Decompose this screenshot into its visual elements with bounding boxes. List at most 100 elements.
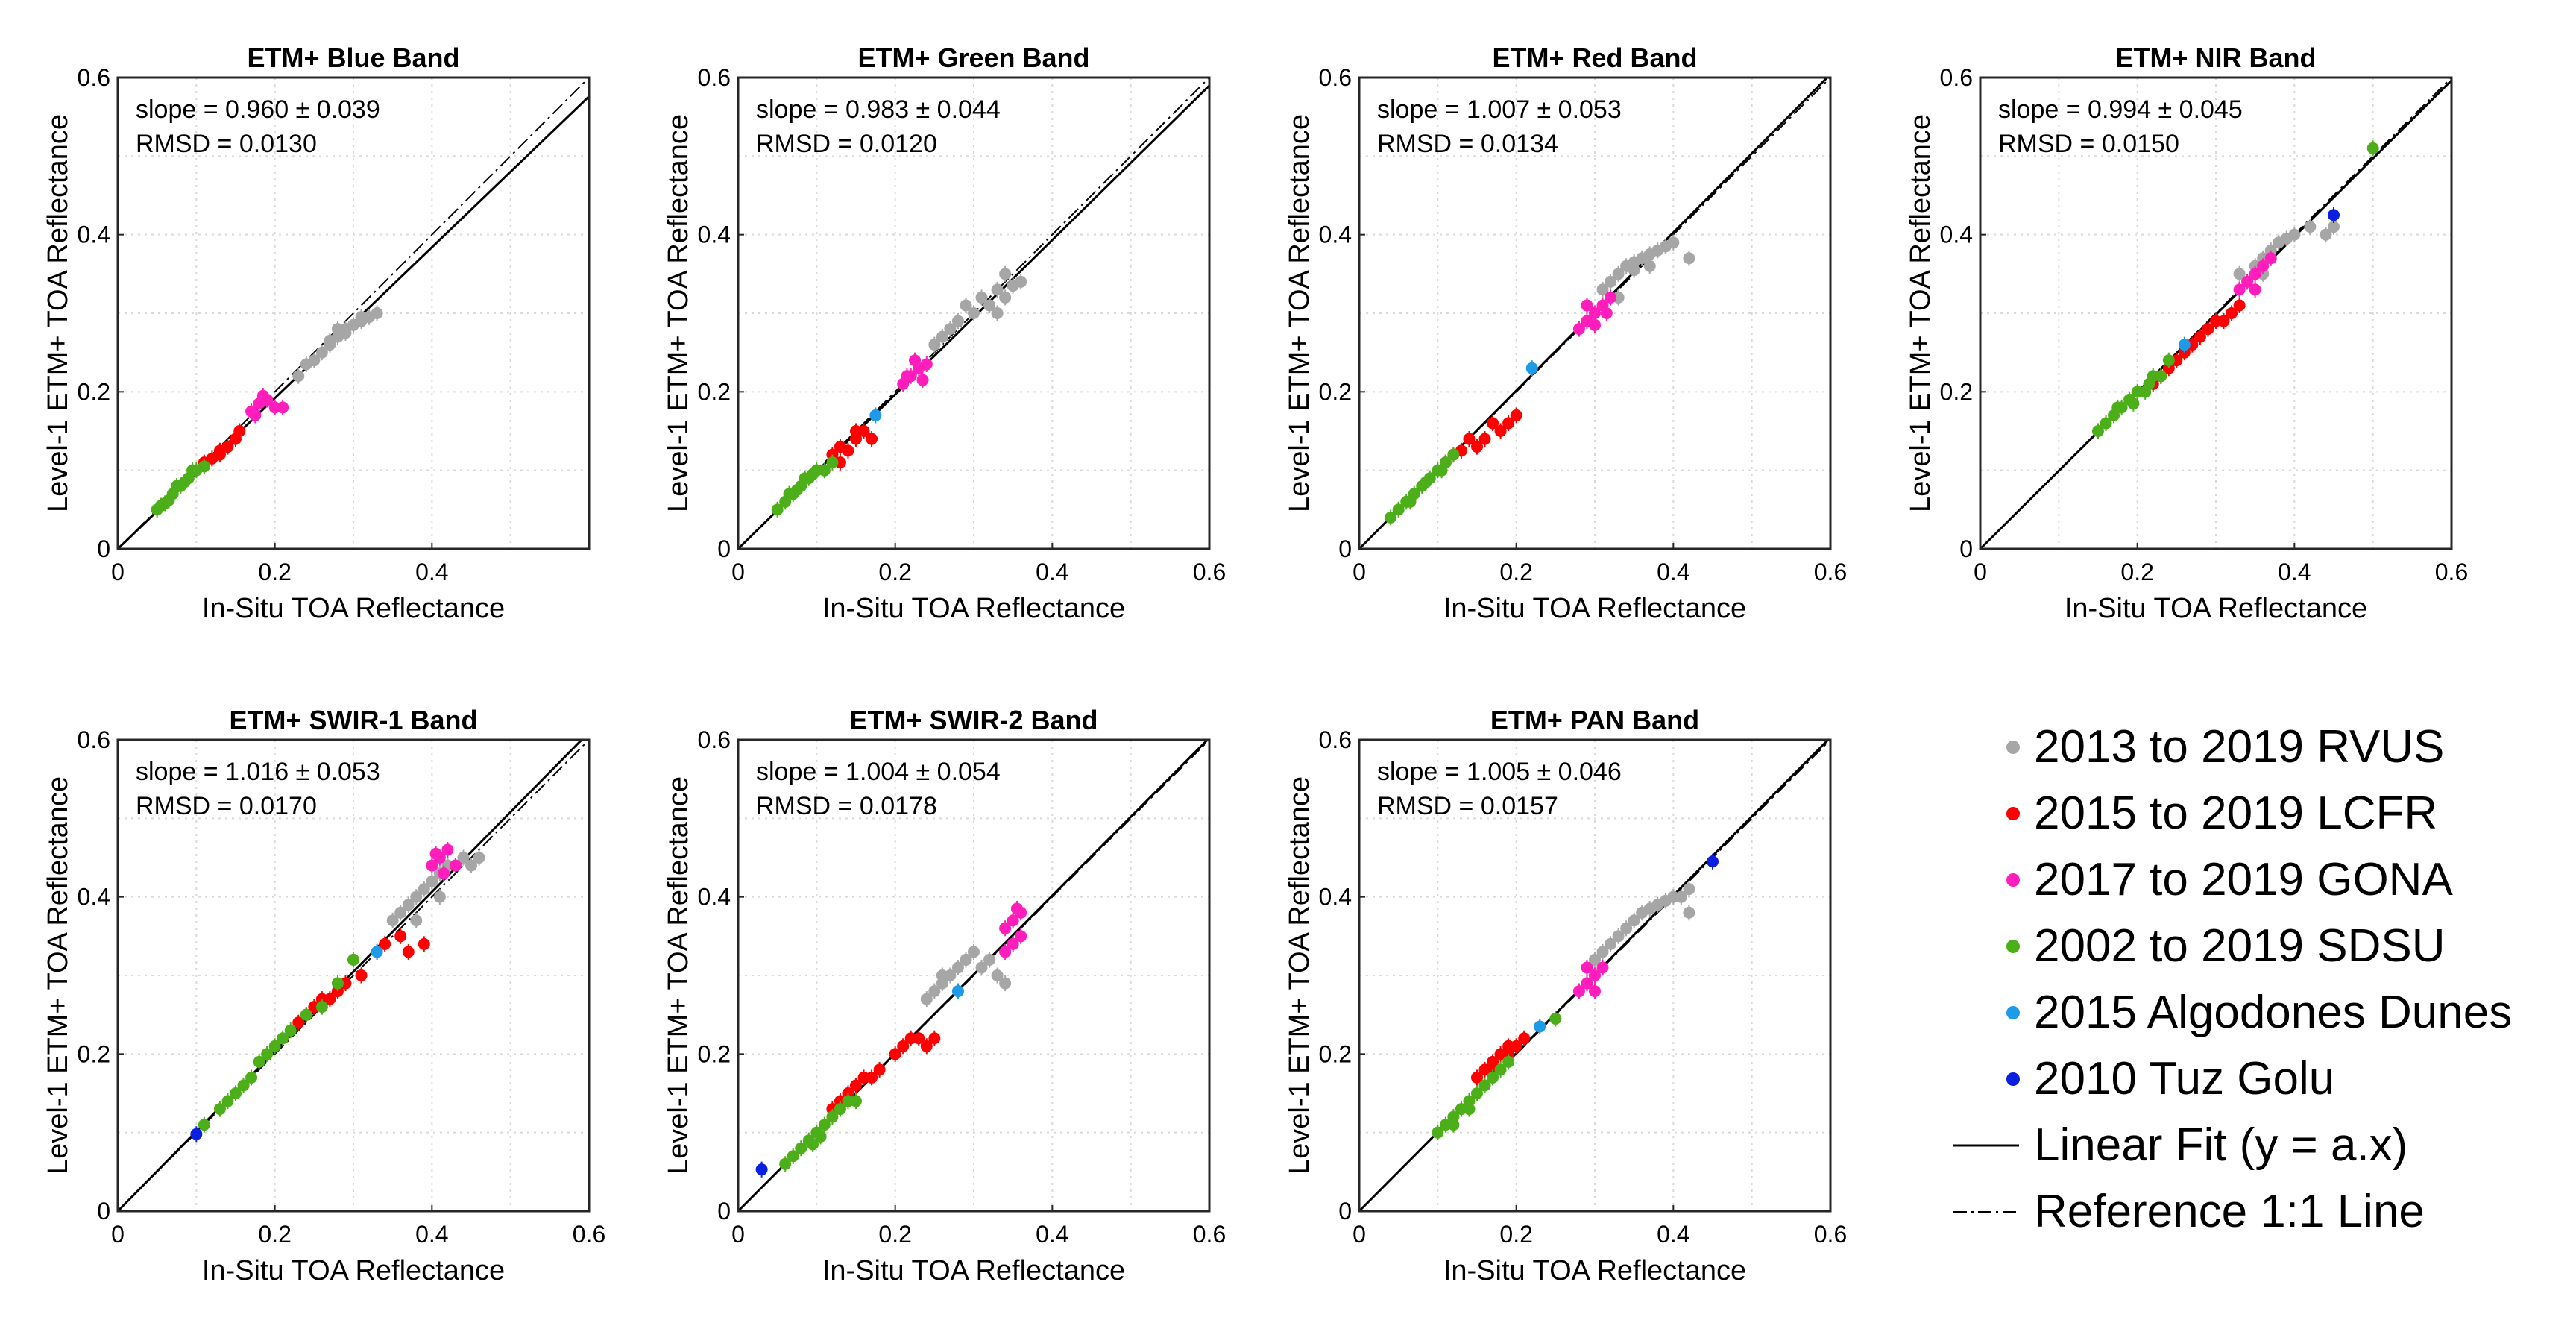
data-point-2015-algodones-dunes bbox=[1525, 362, 1538, 374]
axes-frame bbox=[1358, 738, 1832, 1213]
data-point-2002-to-2019-sdsu bbox=[2162, 354, 2175, 367]
data-point-2013-to-2019-rvus bbox=[292, 370, 305, 383]
axes-frame bbox=[116, 738, 591, 1213]
x-tick-label: 0.4 bbox=[1036, 1221, 1068, 1248]
y-tick-label: 0.6 bbox=[78, 726, 110, 753]
x-tick-label: 0.6 bbox=[1814, 559, 1847, 585]
data-point-2002-to-2019-sdsu bbox=[1435, 464, 1448, 477]
x-axis-label: In-Situ TOA Reflectance bbox=[822, 593, 1125, 624]
legend-marker bbox=[2006, 873, 2020, 887]
data-point-2002-to-2019-sdsu bbox=[2143, 377, 2155, 390]
axes-frame bbox=[737, 76, 1211, 550]
x-tick-label: 0.6 bbox=[1193, 559, 1226, 585]
chart-title: ETM+ Blue Band bbox=[247, 43, 459, 73]
data-point-2002-to-2019-sdsu bbox=[1478, 1079, 1491, 1092]
chart-title: ETM+ NIR Band bbox=[2115, 43, 2316, 73]
data-point-2002-to-2019-sdsu bbox=[1494, 1063, 1507, 1076]
data-point-2017-to-2019-gona bbox=[1589, 985, 1601, 998]
legend-label: 2013 to 2019 RVUS bbox=[2034, 721, 2444, 773]
data-point-2002-to-2019-sdsu bbox=[300, 1008, 312, 1021]
data-point-2010-tuz-golu bbox=[190, 1128, 203, 1140]
data-point-2017-to-2019-gona bbox=[909, 354, 921, 367]
x-tick-label: 0.2 bbox=[258, 1221, 291, 1248]
data-point-2002-to-2019-sdsu bbox=[1471, 1087, 1483, 1099]
data-point-2013-to-2019-rvus bbox=[960, 953, 972, 966]
x-tick-label: 0.2 bbox=[1499, 559, 1532, 585]
x-tick-label: 0.6 bbox=[1814, 1221, 1847, 1248]
data-point-2015-to-2019-lcfr bbox=[2202, 323, 2214, 336]
x-tick-label: 0.4 bbox=[1657, 559, 1689, 585]
data-point-2017-to-2019-gona bbox=[999, 922, 1012, 934]
panel-etm-swir-2-band: 0 0.2 0.4 0.6 0 0.2 0.4 0.6 ETM+ SWIR-2 Band slop… bbox=[663, 705, 1226, 1286]
y-tick-label: 0 bbox=[97, 1198, 110, 1225]
data-point-2002-to-2019-sdsu bbox=[2366, 142, 2379, 154]
data-point-2013-to-2019-rvus bbox=[999, 977, 1012, 990]
data-point-2017-to-2019-gona bbox=[2241, 275, 2254, 288]
data-point-2002-to-2019-sdsu bbox=[1549, 1012, 1562, 1025]
data-point-2013-to-2019-rvus bbox=[2288, 228, 2301, 241]
x-tick-label: 0.2 bbox=[258, 559, 291, 585]
legend-label: 2015 Algodones Dunes bbox=[2034, 987, 2512, 1038]
x-tick-label: 0.2 bbox=[878, 1221, 911, 1248]
data-point-2017-to-2019-gona bbox=[2249, 268, 2261, 280]
legend-item-linear-fit-y-a-x: Linear Fit (y = a.x) bbox=[1953, 1119, 2407, 1171]
rmsd-annotation: RMSD = 0.0120 bbox=[756, 130, 937, 158]
data-point-2015-to-2019-lcfr bbox=[866, 433, 878, 445]
panel-etm-red-band: 0 0.2 0.4 0.6 0 0.2 0.4 0.6 ETM+ Red Band slope =… bbox=[1284, 43, 1847, 624]
data-point-2002-to-2019-sdsu bbox=[347, 953, 359, 966]
data-point-2002-to-2019-sdsu bbox=[834, 1103, 846, 1116]
y-axis-label: Level-1 ETM+ TOA Reflectance bbox=[663, 114, 694, 512]
data-point-2017-to-2019-gona bbox=[916, 374, 929, 386]
data-point-2013-to-2019-rvus bbox=[1015, 275, 1027, 288]
data-point-2013-to-2019-rvus bbox=[936, 330, 948, 343]
x-axis-label: In-Situ TOA Reflectance bbox=[2065, 593, 2367, 624]
data-point-2017-to-2019-gona bbox=[438, 867, 450, 880]
data-point-2015-to-2019-lcfr bbox=[292, 1016, 305, 1029]
x-axis-label: In-Situ TOA Reflectance bbox=[1443, 593, 1746, 624]
data-point-2017-to-2019-gona bbox=[1596, 961, 1609, 974]
y-tick-label: 0 bbox=[1338, 535, 1352, 562]
data-point-2002-to-2019-sdsu bbox=[818, 1119, 831, 1131]
data-point-2013-to-2019-rvus bbox=[457, 852, 470, 864]
data-point-2013-to-2019-rvus bbox=[951, 315, 964, 327]
data-point-2013-to-2019-rvus bbox=[2304, 221, 2317, 233]
x-tick-label: 0 bbox=[111, 1221, 125, 1248]
panel-etm-swir-1-band: 0 0.2 0.4 0.6 0 0.2 0.4 0.6 ETM+ SWIR-1 Band slop… bbox=[42, 705, 605, 1286]
x-tick-label: 0.4 bbox=[1657, 1221, 1689, 1248]
data-point-2002-to-2019-sdsu bbox=[1385, 511, 1397, 524]
data-point-2002-to-2019-sdsu bbox=[261, 1048, 274, 1060]
data-point-2017-to-2019-gona bbox=[2257, 260, 2270, 272]
data-point-2002-to-2019-sdsu bbox=[154, 500, 167, 512]
legend-item-2013-to-2019-rvus: 2013 to 2019 RVUS bbox=[2006, 721, 2444, 773]
legend-marker bbox=[2006, 940, 2020, 953]
data-point-2015-to-2019-lcfr bbox=[1518, 1032, 1531, 1045]
data-point-2015-to-2019-lcfr bbox=[842, 444, 854, 457]
data-point-2002-to-2019-sdsu bbox=[787, 1150, 799, 1163]
data-point-2015-algodones-dunes bbox=[1534, 1020, 1546, 1033]
x-tick-label: 0 bbox=[731, 559, 745, 585]
slope-annotation: slope = 1.007 ± 0.053 bbox=[1377, 95, 1622, 124]
data-point-2002-to-2019-sdsu bbox=[230, 1087, 242, 1099]
data-point-2002-to-2019-sdsu bbox=[1447, 448, 1460, 461]
y-tick-label: 0.6 bbox=[1319, 726, 1352, 753]
data-point-2002-to-2019-sdsu bbox=[1432, 1126, 1444, 1139]
data-point-2013-to-2019-rvus bbox=[960, 299, 972, 312]
legend-label: Reference 1:1 Line bbox=[2034, 1186, 2425, 1237]
data-point-2017-to-2019-gona bbox=[1007, 914, 1019, 927]
data-point-2013-to-2019-rvus bbox=[1683, 906, 1695, 919]
y-tick-label: 0.6 bbox=[1319, 64, 1352, 91]
data-point-2002-to-2019-sdsu bbox=[315, 1001, 328, 1013]
data-point-2015-to-2019-lcfr bbox=[1471, 441, 1483, 453]
data-point-2002-to-2019-sdsu bbox=[795, 1142, 807, 1154]
data-point-2013-to-2019-rvus bbox=[308, 354, 321, 367]
data-point-2013-to-2019-rvus bbox=[1605, 937, 1617, 950]
x-tick-label: 0.4 bbox=[415, 559, 448, 585]
data-point-2013-to-2019-rvus bbox=[1596, 946, 1609, 958]
chart-title: ETM+ PAN Band bbox=[1490, 705, 1699, 735]
data-point-2002-to-2019-sdsu bbox=[221, 1095, 234, 1107]
data-point-2002-to-2019-sdsu bbox=[245, 1071, 258, 1084]
data-point-2017-to-2019-gona bbox=[1581, 299, 1593, 312]
x-tick-label: 0 bbox=[1974, 559, 1987, 585]
chart-title: ETM+ SWIR-2 Band bbox=[849, 705, 1098, 735]
legend-item-reference-1-1-line: Reference 1:1 Line bbox=[1953, 1186, 2425, 1237]
